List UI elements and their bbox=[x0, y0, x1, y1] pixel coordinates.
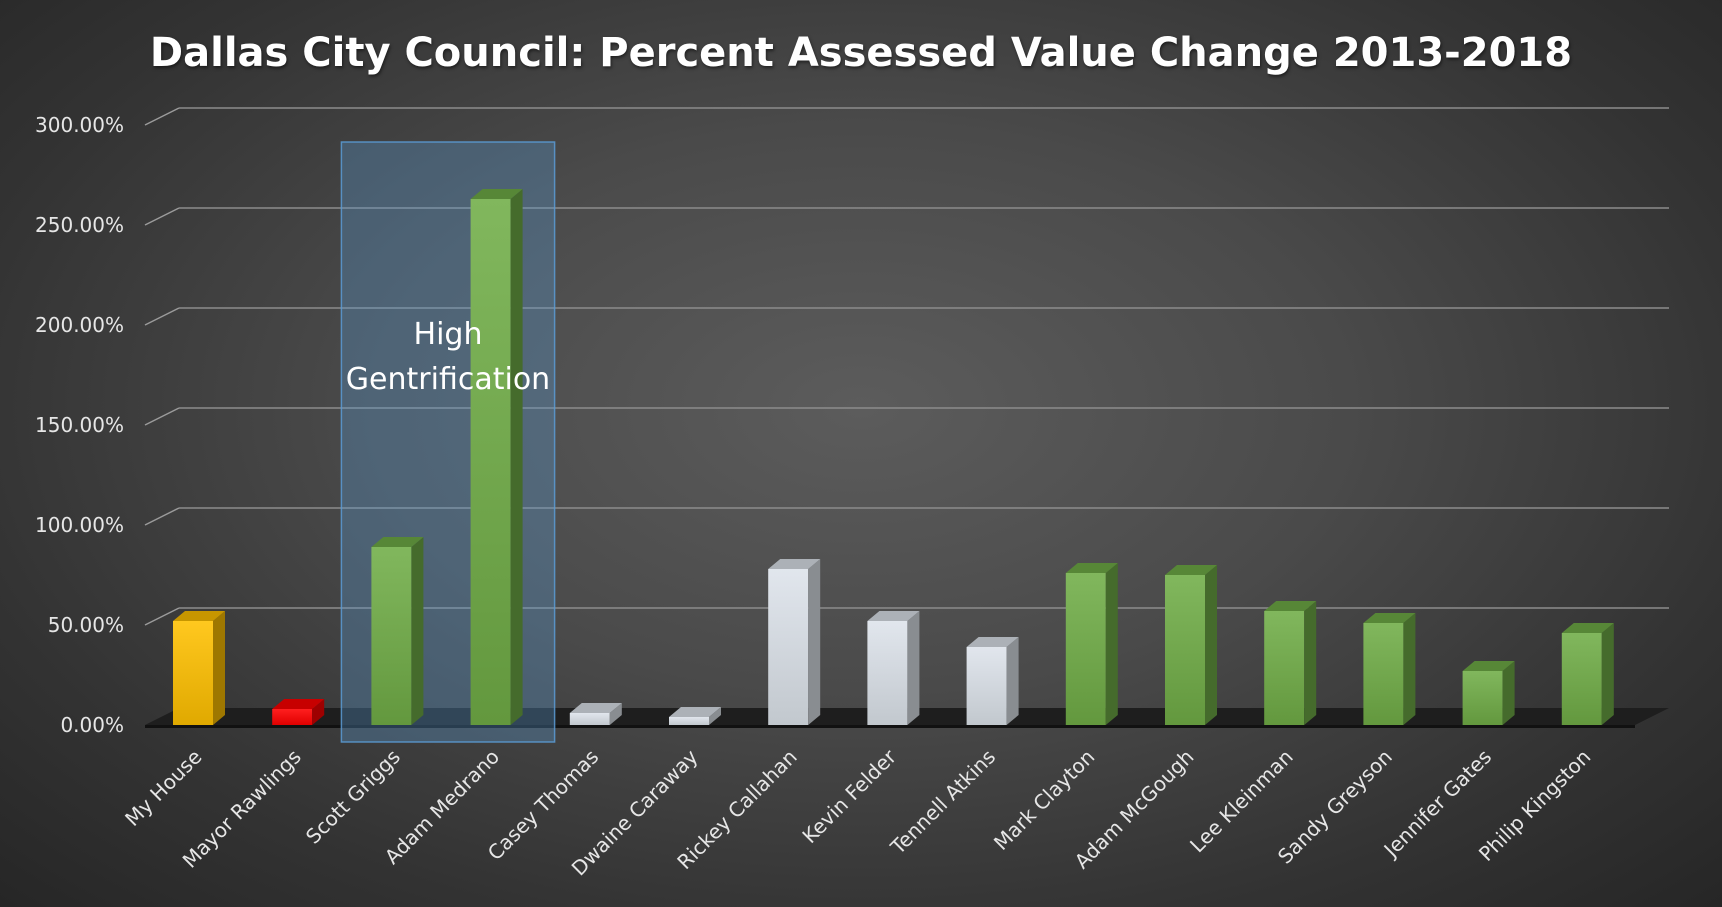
bar bbox=[569, 703, 622, 725]
bar-top bbox=[1065, 563, 1118, 573]
x-tick-label: Scott Griggs bbox=[301, 745, 405, 849]
bar-top bbox=[867, 611, 920, 621]
bar-side bbox=[312, 699, 325, 725]
x-tick-label: My House bbox=[120, 745, 206, 831]
y-tick-label: 150.00% bbox=[35, 413, 124, 437]
bar-side bbox=[1105, 563, 1118, 725]
annotation-label: High bbox=[414, 317, 483, 352]
bar bbox=[768, 559, 821, 725]
bar-top bbox=[966, 637, 1019, 647]
bar-side bbox=[1403, 613, 1416, 725]
bar bbox=[173, 611, 225, 725]
bar bbox=[1561, 623, 1614, 725]
bar-side bbox=[1205, 565, 1217, 725]
bar bbox=[966, 637, 1019, 725]
bar-side bbox=[808, 559, 821, 725]
chart-floor-edge bbox=[145, 725, 1635, 728]
bar-front bbox=[1561, 633, 1602, 725]
bar-front bbox=[669, 717, 709, 725]
bar-front bbox=[768, 569, 809, 725]
y-tick-label: 200.00% bbox=[35, 313, 124, 337]
bar-front bbox=[1462, 671, 1503, 725]
bar-front bbox=[272, 709, 313, 725]
bar-top bbox=[1462, 661, 1515, 671]
bar-side bbox=[907, 611, 920, 725]
bar-top bbox=[1165, 565, 1217, 575]
bar-front bbox=[371, 547, 412, 725]
bar-side bbox=[1601, 623, 1614, 725]
y-tick-label: 50.00% bbox=[48, 613, 124, 637]
gridline-diagonal bbox=[144, 107, 180, 126]
bar-side bbox=[1006, 637, 1019, 725]
bar-front bbox=[173, 621, 213, 725]
bar-side bbox=[1502, 661, 1515, 725]
annotation-label: Gentrification bbox=[346, 362, 550, 397]
bar bbox=[470, 189, 523, 725]
y-tick-label: 250.00% bbox=[35, 213, 124, 237]
bar bbox=[272, 699, 325, 725]
bar bbox=[867, 611, 920, 725]
bar-front bbox=[1165, 575, 1205, 725]
gridline-diagonal bbox=[144, 607, 180, 626]
bar-top bbox=[173, 611, 225, 621]
bar-side bbox=[213, 611, 225, 725]
gridline-diagonal bbox=[144, 307, 180, 326]
bar-front bbox=[867, 621, 908, 725]
bar-front bbox=[470, 199, 511, 725]
gridline-diagonal bbox=[144, 207, 180, 226]
bar-top bbox=[1264, 601, 1317, 611]
bar-top bbox=[272, 699, 325, 709]
bar bbox=[1065, 563, 1118, 725]
bar-front bbox=[1264, 611, 1305, 725]
bar-top bbox=[1561, 623, 1614, 633]
bar-front bbox=[966, 647, 1007, 725]
bar-top bbox=[669, 707, 721, 717]
bar-front bbox=[1065, 573, 1106, 725]
x-tick-label: Mark Clayton bbox=[989, 745, 1099, 855]
bar bbox=[1462, 661, 1515, 725]
x-tick-label: Kevin Felder bbox=[797, 744, 901, 848]
bar-top bbox=[1363, 613, 1416, 623]
chart-title: Dallas City Council: Percent Assessed Va… bbox=[149, 30, 1573, 76]
bar-side bbox=[609, 703, 622, 725]
x-tick-label: Lee Kleinman bbox=[1185, 745, 1298, 858]
bar bbox=[1264, 601, 1317, 725]
bar bbox=[371, 537, 424, 725]
y-tick-label: 100.00% bbox=[35, 513, 124, 537]
bar-front bbox=[1363, 623, 1404, 725]
bar bbox=[669, 707, 721, 725]
y-tick-label: 0.00% bbox=[60, 713, 124, 737]
bar bbox=[1363, 613, 1416, 725]
x-tick-label: Tennell Atkins bbox=[885, 745, 1000, 860]
bar-top bbox=[470, 189, 523, 199]
bar-side bbox=[510, 189, 523, 725]
gridline-diagonal bbox=[144, 407, 180, 426]
bar-side bbox=[1304, 601, 1317, 725]
bar-side bbox=[709, 707, 721, 725]
gridline-diagonal bbox=[144, 507, 180, 526]
bar-side bbox=[411, 537, 424, 725]
bar-top bbox=[768, 559, 821, 569]
bar-top bbox=[371, 537, 424, 547]
bar bbox=[1165, 565, 1217, 725]
bar-top bbox=[569, 703, 622, 713]
bar-front bbox=[569, 713, 610, 725]
y-tick-label: 300.00% bbox=[35, 113, 124, 137]
